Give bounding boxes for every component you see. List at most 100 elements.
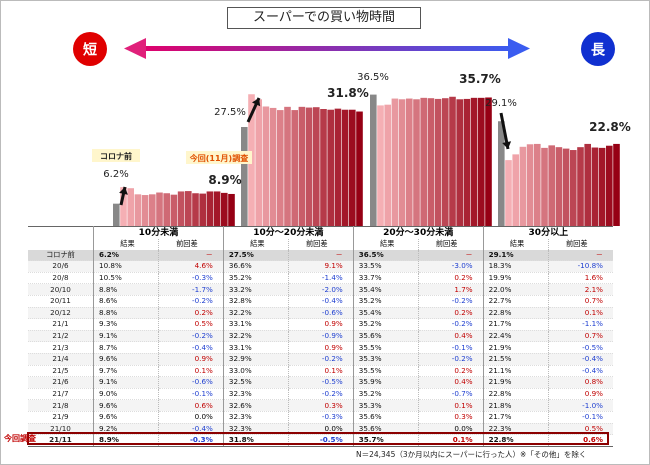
table-row: 21/4 9.6% 0.9% 32.9% -0.2% 35.3% -0.2% 21.5% -0.… [28,353,613,366]
diff-cell: 0.9% [287,341,354,354]
bar [177,191,185,226]
bar [269,107,277,226]
result-cell: 35.2% [352,318,419,331]
bar [156,192,163,226]
result-cell: 33.1% [222,341,289,354]
diff-cell: 0.9% [157,353,224,366]
result-cell: 19.9% [482,272,549,285]
table-row: 20/10 8.8% -1.7% 33.2% -2.0% 35.4% 1.7% 22.0% 2.… [28,283,613,296]
diff-cell: 4.6% [157,260,224,273]
range-arrow-shaft [140,46,513,51]
bar [398,99,406,226]
bar [463,98,471,226]
diff-cell: 0.8% [547,376,613,389]
row-label: 21/9 [28,411,94,424]
diff-cell: 0.3% [287,399,354,412]
diff-cell: -0.1% [157,388,224,401]
result-cell: 9.6% [93,411,159,424]
sub-header-result: 結果 [352,239,419,250]
result-cell: 35.2% [352,295,419,308]
table-row: 21/1 9.3% 0.5% 33.1% 0.9% 35.2% -0.2% 21.7% -1.1… [28,318,613,331]
result-cell: 32.9% [222,353,289,366]
bar [327,109,334,226]
row-label: 21/4 [28,353,94,366]
result-cell: 36.5% [352,249,419,262]
corona-callout-box [92,149,140,162]
result-cell: 35.9% [352,376,419,389]
bar [199,193,206,226]
diff-cell: -0.2% [417,353,484,366]
corner-cell [28,239,94,250]
data-label: 8.9% [208,173,241,187]
result-cell: 21.7% [482,318,549,331]
table-row: コロナ前 6.2% － 27.5% － 36.5% － 29.1% － [28,249,613,262]
current-callout: 今回(11月)調査 [189,153,249,163]
result-cell: 8.8% [93,307,159,320]
diff-cell: -0.4% [157,341,224,354]
short-label: 短 [83,42,97,59]
bar [456,99,463,226]
bar [526,144,534,226]
result-cell: 21.9% [482,341,549,354]
diff-cell: -0.5% [287,376,354,389]
bar [213,191,221,226]
row-label: コロナ前 [28,249,94,262]
diff-cell: -0.2% [287,388,354,401]
table-row: 21/9 9.6% 0.0% 32.3% -0.3% 35.6% 0.3% 21.7% -0.1… [28,411,613,424]
diff-cell: 1.7% [417,283,484,296]
footnote: N＝24,345（3か月以内にスーパーに行った人）※「その他」を除く [356,450,587,459]
bar [470,97,478,226]
range-arrow-left-head [124,38,146,59]
row-label: 20/12 [28,307,94,320]
sub-header-result: 結果 [93,239,159,250]
diff-cell: 0.9% [287,318,354,331]
bar [485,97,492,226]
result-cell: 35.5% [352,365,419,378]
bar [555,147,563,226]
result-cell: 10.8% [93,260,159,273]
diff-cell: 0.0% [157,411,224,424]
diff-cell: － [417,249,484,262]
result-cell: 32.3% [222,388,289,401]
data-label: 36.5% [357,72,389,83]
diff-cell: -0.3% [157,272,224,285]
bar [185,191,192,226]
current-callout-box [186,151,252,164]
bar [291,110,298,226]
result-cell: 33.5% [352,260,419,273]
diff-cell: -0.1% [417,341,484,354]
group-header: 10分～20分未満 [222,226,354,239]
table-row: 21/5 9.7% 0.1% 33.0% 0.1% 35.5% 0.2% 21.1% -0.4% [28,365,613,378]
result-cell: 21.7% [482,411,549,424]
result-cell: 21.8% [482,399,549,412]
bar [127,188,134,226]
data-label: 27.5% [214,107,246,118]
long-circle [581,32,615,66]
table-row: 21/3 8.7% -0.4% 33.1% 0.9% 35.5% -0.1% 21.9% -0.… [28,341,613,354]
result-cell: 9.0% [93,388,159,401]
bar [370,94,377,226]
result-cell: 18.3% [482,260,549,273]
result-cell: 35.6% [352,411,419,424]
diff-cell: 2.1% [547,283,613,296]
bar [277,110,284,226]
bar [305,107,313,226]
bar [598,147,606,226]
diff-cell: -0.2% [417,295,484,308]
bar [113,203,120,226]
short-circle [73,32,107,66]
bar [349,109,356,226]
corona-callout: コロナ前 [100,151,132,161]
result-cell: 32.8% [222,295,289,308]
bar [534,143,541,226]
bar [221,192,228,226]
result-cell: 33.1% [222,318,289,331]
diff-cell: -1.1% [547,318,613,331]
bar [584,143,591,226]
table-row: 21/2 9.1% -0.2% 32.2% -0.9% 35.6% 0.4% 22.4% 0.7… [28,330,613,343]
diff-cell: -0.6% [157,376,224,389]
bar [562,148,570,226]
bar [206,191,214,226]
row-label: 20/11 [28,295,94,308]
bar [120,187,127,226]
